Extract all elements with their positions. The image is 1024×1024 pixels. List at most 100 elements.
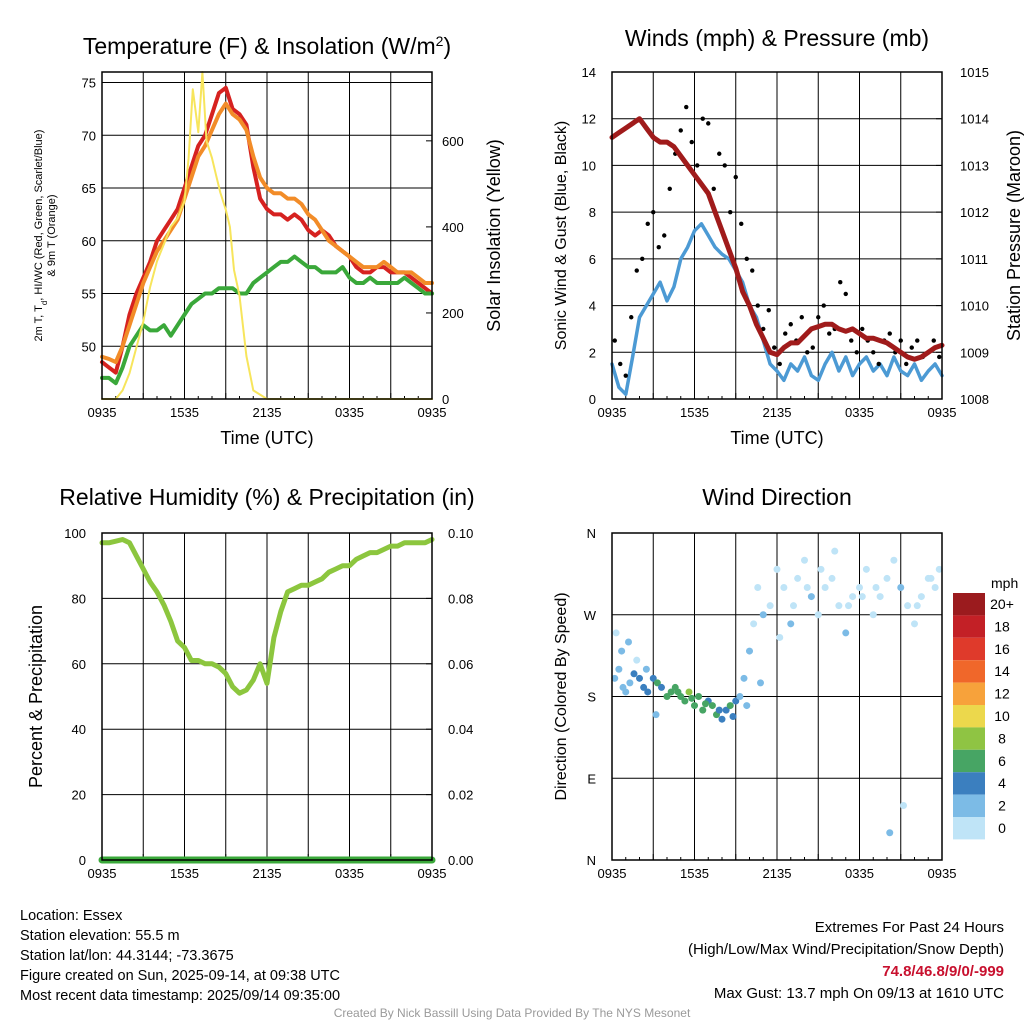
y2-tick-label: 400	[442, 220, 464, 235]
credit-line: Created By Nick Bassill Using Data Provi…	[333, 1006, 691, 1020]
gust-point	[684, 104, 689, 110]
direction-point	[876, 593, 884, 601]
chart-title: Relative Humidity (%) & Precipitation (i…	[59, 484, 474, 510]
y2-tick-label: 0.08	[448, 591, 473, 606]
direction-point	[649, 674, 657, 682]
winds-panel: Winds (mph) & Pressure (mb) 0935 1535 2135 0…	[553, 25, 1024, 448]
gust-point	[623, 373, 628, 378]
extremes-title: Extremes For Past 24 Hours	[814, 919, 1004, 936]
gust-point	[909, 345, 914, 350]
gust-point	[706, 121, 711, 126]
direction-point	[935, 565, 943, 573]
colorbar-swatch	[953, 615, 985, 638]
direction-point	[726, 702, 734, 710]
gust-point	[651, 209, 656, 215]
direction-point	[835, 602, 843, 610]
y2-tick-label: 0.10	[448, 526, 473, 541]
gust-point	[612, 338, 617, 343]
direction-point	[674, 688, 682, 696]
plot-frame	[101, 532, 433, 861]
direction-point	[699, 706, 707, 714]
x-tick-label: 0935	[598, 866, 627, 881]
x-tick-label: 0935	[598, 405, 627, 420]
y2-tick-label: 1010	[960, 299, 989, 314]
series-dewpoint	[100, 254, 434, 386]
gust-point	[645, 221, 650, 227]
direction-point	[776, 633, 784, 641]
y2-tick-label: 0.00	[448, 853, 473, 868]
gust-point	[788, 322, 793, 327]
y-tick-label: 6	[589, 252, 596, 267]
x-tick-label: 0335	[845, 866, 874, 881]
gust-point	[871, 350, 876, 355]
gust-point	[777, 361, 782, 367]
gust-point	[750, 268, 755, 273]
y2-tick-label: 600	[442, 134, 464, 149]
y2-tick-label: 0.02	[448, 788, 473, 803]
gust-point	[755, 303, 760, 308]
gust-point	[838, 280, 843, 285]
max-gust: Max Gust: 13.7 mph On 09/13 at 1610 UTC	[713, 985, 1004, 1002]
x-tick-label: 0935	[928, 405, 957, 420]
y-axis-label: Percent & Precipitation	[26, 605, 46, 788]
x-tick-label: 1535	[170, 866, 199, 881]
plot-frame	[611, 71, 943, 400]
gust-point	[904, 361, 909, 367]
direction-point	[790, 602, 797, 610]
direction-point	[801, 556, 808, 564]
gust-point	[634, 268, 639, 273]
x-tick-label: 2135	[253, 866, 282, 881]
chart-title: Temperature (F) & Insolation (W/m2)	[83, 33, 451, 59]
y2-tick-label: 1014	[960, 112, 989, 127]
direction-point	[652, 711, 660, 719]
y-tick-label: 40	[72, 722, 86, 737]
y2-axis-label: Solar Insolation (Yellow)	[484, 139, 504, 331]
x-tick-label: 0935	[928, 866, 957, 881]
direction-point	[633, 656, 641, 664]
y-tick-label: 65	[82, 181, 96, 196]
direction-point	[821, 584, 829, 591]
x-tick-label: 0935	[418, 405, 447, 420]
gust-point	[662, 233, 667, 238]
y-axis-label-end: , HI/WC (Red, Green, Scarlet/Blue)	[33, 130, 45, 301]
gust-point	[898, 338, 903, 343]
direction-point	[722, 706, 730, 714]
series-wind	[610, 222, 944, 397]
direction-point	[740, 674, 748, 682]
y-tick-label: 50	[82, 339, 96, 354]
gust-point	[618, 361, 623, 367]
direction-point	[626, 679, 634, 687]
x-tick-label: 1535	[680, 405, 709, 420]
y-tick-label: 55	[82, 287, 96, 302]
y-tick-label: W	[584, 608, 597, 623]
colorbar-swatch	[953, 705, 985, 728]
direction-point	[842, 629, 850, 637]
direction-point	[904, 602, 912, 610]
direction-point	[615, 665, 623, 673]
direction-point	[886, 829, 894, 837]
extremes-summary: Extremes For Past 24 Hours (High/Low/Max…	[688, 917, 1004, 1005]
direction-point	[917, 593, 925, 601]
chart-title: Wind Direction	[702, 484, 852, 510]
colorbar-label: 8	[998, 730, 1006, 746]
direction-point	[612, 629, 620, 637]
direction-point	[642, 665, 650, 673]
direction-point	[931, 584, 939, 591]
y2-tick-label: 0	[442, 392, 449, 407]
direction-point	[869, 611, 877, 619]
direction-point	[927, 574, 935, 582]
y-axis-label: Sonic Wind & Gust (Blue, Black)	[553, 121, 570, 350]
y-tick-label: 10	[582, 158, 596, 173]
y2-tick-label: 1011	[960, 252, 988, 267]
y-tick-label: 20	[72, 788, 86, 803]
gust-point	[739, 221, 744, 227]
colorbar-title: mph	[991, 575, 1018, 591]
y2-tick-label: 200	[442, 306, 464, 321]
direction-point	[856, 584, 863, 591]
gust-point	[810, 345, 815, 350]
y-tick-label: 0	[589, 392, 596, 407]
x-tick-label: 2135	[763, 866, 792, 881]
y-tick-label: 12	[582, 112, 596, 127]
direction-point	[766, 602, 774, 610]
